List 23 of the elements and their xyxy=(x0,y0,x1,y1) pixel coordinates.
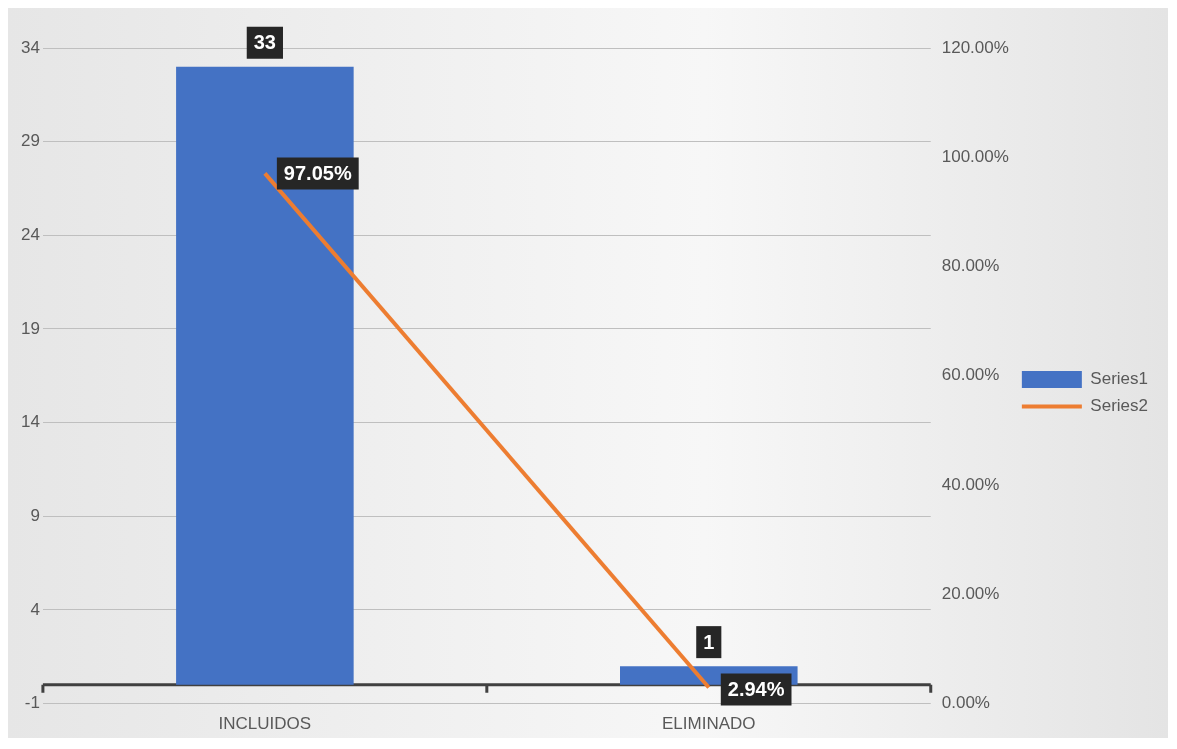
y-tick-label: 14 xyxy=(20,412,40,432)
legend-label: Series1 xyxy=(1090,369,1148,389)
data-label: 1 xyxy=(703,630,715,653)
data-label: 33 xyxy=(253,31,276,54)
data-label: 97.05% xyxy=(283,161,352,184)
data-label: 2.94% xyxy=(727,678,785,701)
y-tick-label: 19 xyxy=(20,318,40,338)
y2-tick-label: 100.00% xyxy=(941,146,1009,166)
y-tick-label: 4 xyxy=(30,599,40,619)
y-tick-label: 24 xyxy=(20,225,40,244)
y2-tick-label: 80.00% xyxy=(941,256,1000,276)
x-tick-label: INCLUIDOS xyxy=(218,714,312,734)
x-tick-label: ELIMINADO xyxy=(662,714,756,734)
y2-tick-label: 20.00% xyxy=(941,584,1000,604)
y2-tick-label: 0.00% xyxy=(941,693,990,713)
legend-label: Series2 xyxy=(1090,396,1148,416)
y-tick-label: 34 xyxy=(20,37,40,57)
y2-tick-label: 40.00% xyxy=(941,474,1000,494)
y-tick-label: 9 xyxy=(30,505,40,525)
y-tick-label: 29 xyxy=(20,131,40,151)
y-tick-label: -1 xyxy=(24,693,40,713)
y2-tick-label: 120.00% xyxy=(941,37,1009,57)
y2-tick-label: 60.00% xyxy=(941,365,1000,385)
